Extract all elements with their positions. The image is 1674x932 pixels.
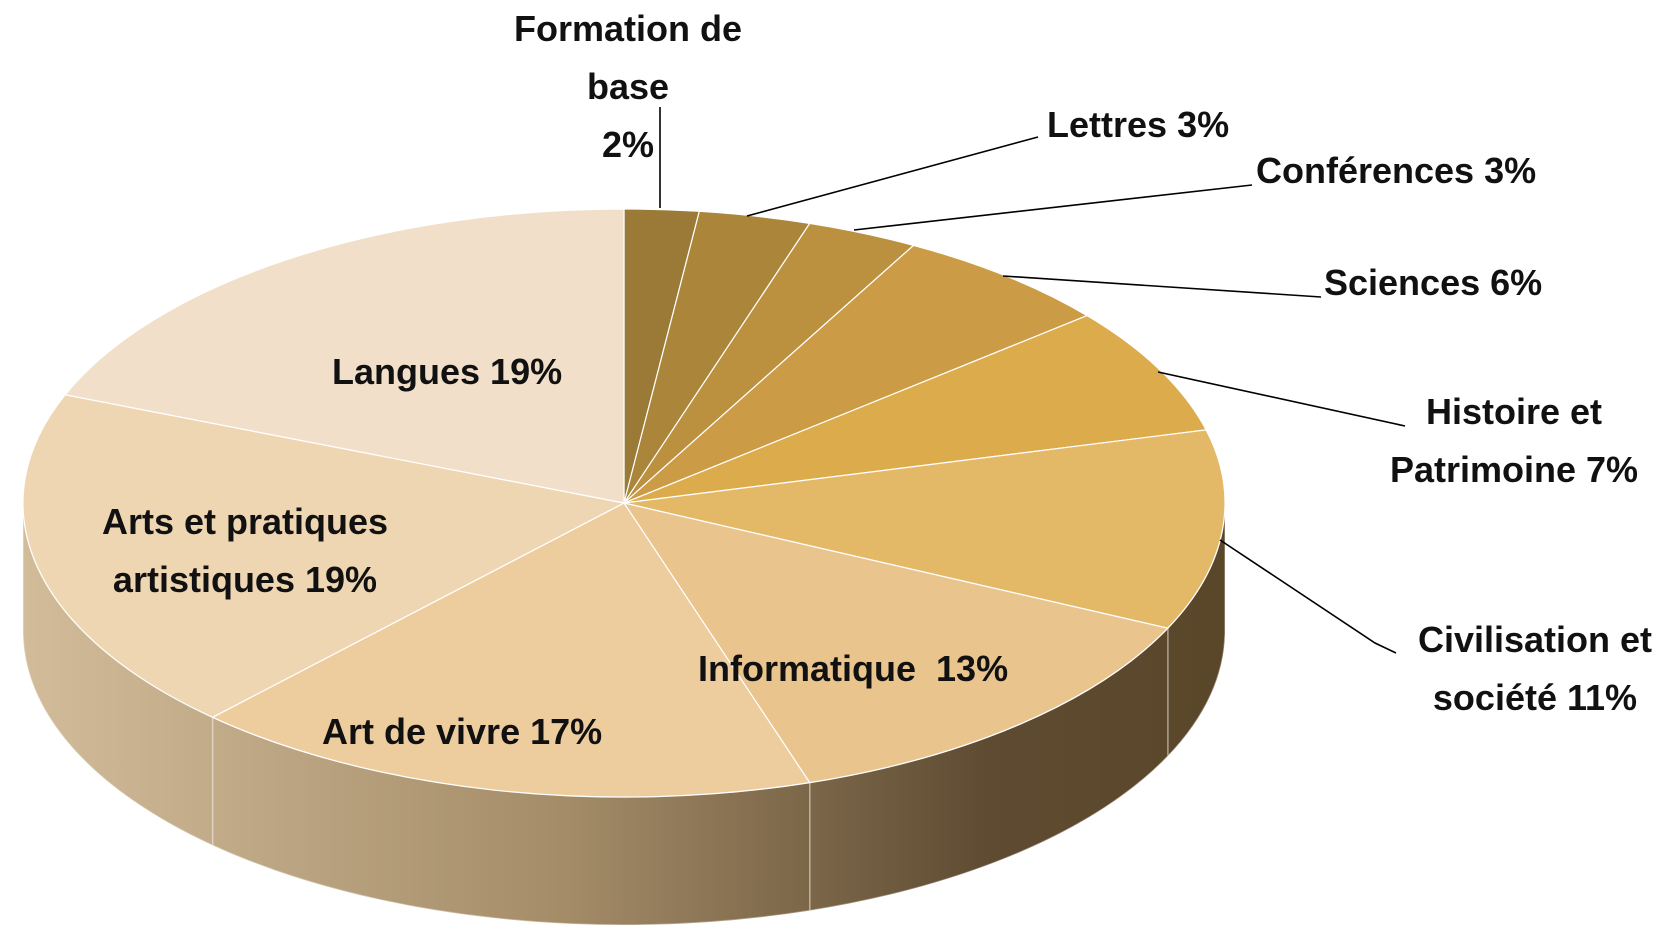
value-label: 13%: [936, 648, 1009, 689]
slice-label: Arts et pratiques artistiques 19%: [60, 493, 430, 609]
slice: [22, 394, 626, 718]
slice: [623, 314, 1208, 504]
slice-label: Sciences 6%: [1324, 254, 1542, 312]
slice-label: Art de vivre 17%: [322, 703, 602, 761]
category-name: Sciences: [1324, 262, 1481, 303]
value-label: 3%: [1484, 150, 1537, 191]
slice-label: Civilisation et société 11%: [1370, 611, 1674, 727]
leader-line: [746, 136, 1039, 217]
category-name: Histoire et Patrimoine: [1389, 391, 1603, 490]
slice-label: Conférences 3%: [1256, 142, 1536, 200]
slice: [622, 502, 1169, 784]
leader-line: [1219, 539, 1397, 654]
leader-line: [1157, 371, 1406, 427]
category-name: Civilisation et société: [1417, 619, 1653, 718]
category-name: Conférences: [1256, 150, 1475, 191]
value-label: 19%: [305, 559, 378, 600]
slice-label: Langues 19%: [332, 343, 562, 401]
value-label: 19%: [490, 351, 563, 392]
value-label: 3%: [1177, 104, 1230, 145]
slice-label: Formation de base 2%: [478, 0, 778, 174]
category-name: Formation de base: [513, 8, 742, 107]
category-name: Informatique: [698, 648, 917, 689]
slice: [623, 429, 1226, 629]
slice-label: Lettres 3%: [1047, 96, 1229, 154]
slice-label: Histoire et Patrimoine 7%: [1364, 383, 1664, 499]
value-label: 7%: [1586, 449, 1639, 490]
category-name: Langues: [332, 351, 481, 392]
value-label: 11%: [1567, 677, 1638, 718]
slice: [64, 208, 625, 504]
value-label: 2%: [601, 124, 655, 165]
slice: [211, 502, 811, 798]
value-label: 6%: [1490, 262, 1543, 303]
slice-label: Informatique 13%: [698, 640, 1008, 698]
value-label: 17%: [530, 711, 603, 752]
category-name: Arts et pratiques artistiques: [101, 501, 389, 600]
category-name: Lettres: [1047, 104, 1168, 145]
leader-line: [853, 184, 1253, 231]
leader-line: [1002, 275, 1322, 298]
category-name: Art de vivre: [322, 711, 521, 752]
